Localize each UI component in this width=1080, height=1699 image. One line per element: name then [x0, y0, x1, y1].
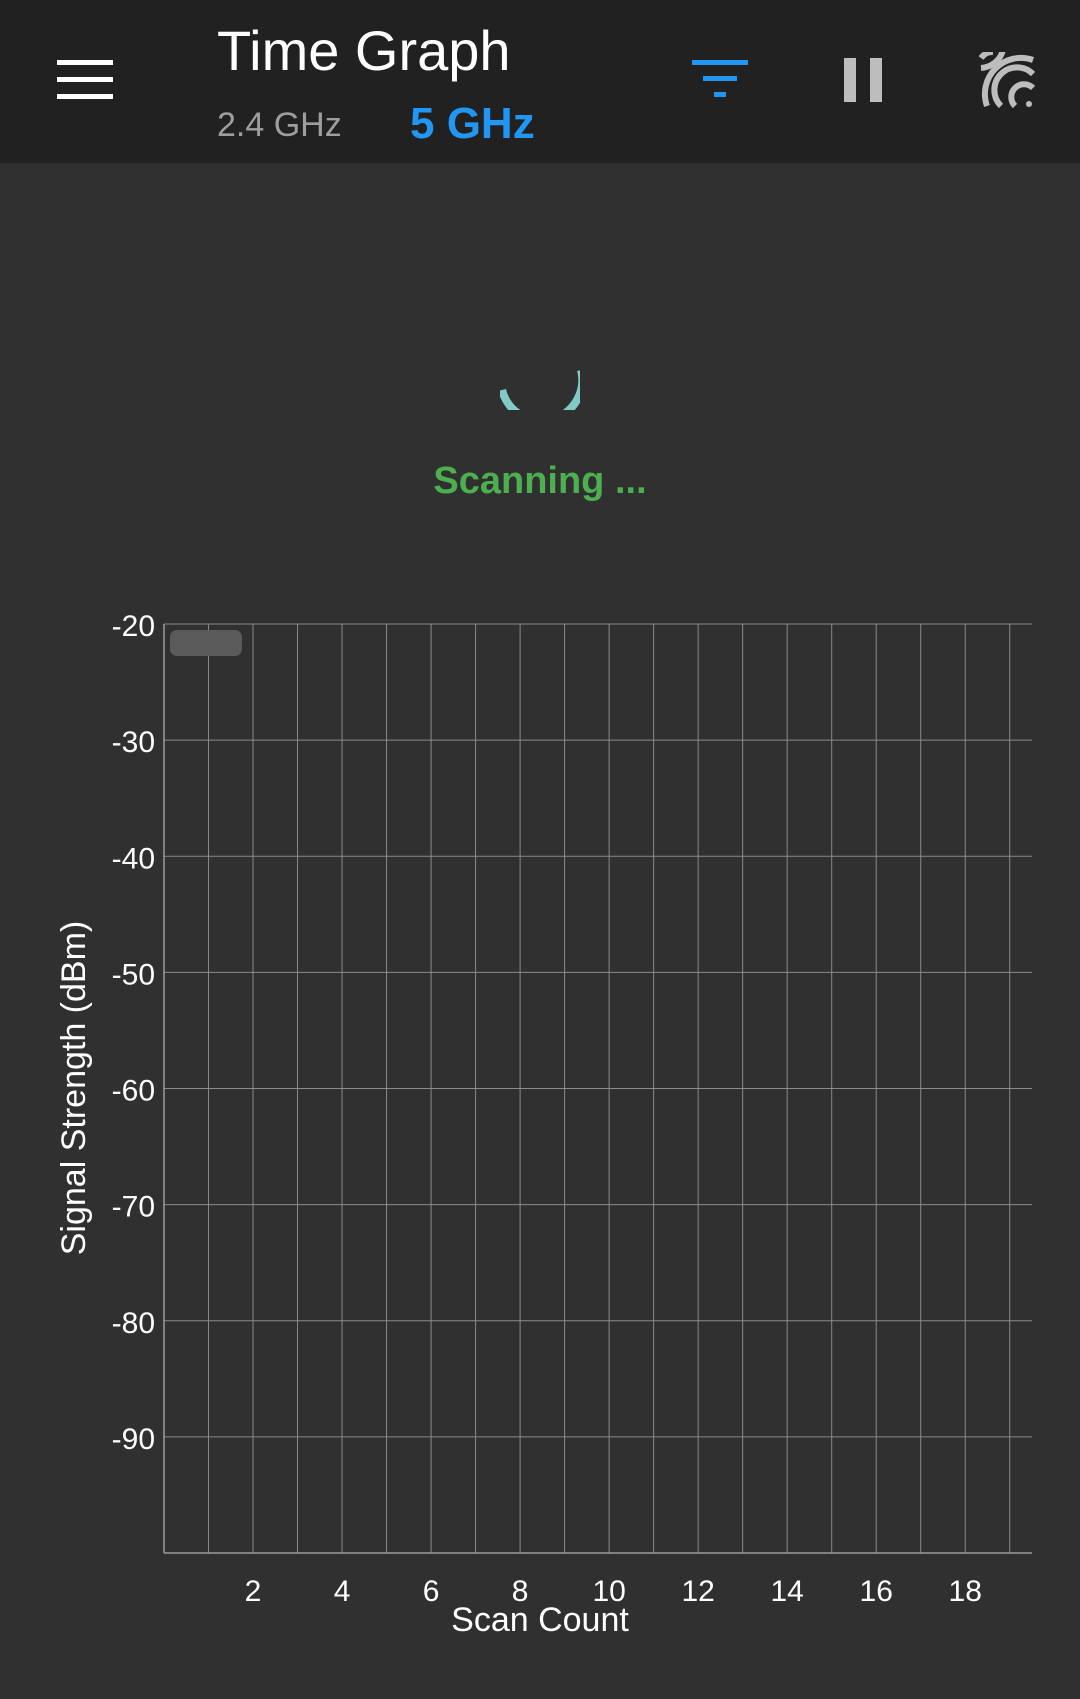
x-tick-label: 14	[770, 1575, 803, 1608]
filter-icon	[692, 60, 748, 97]
wifi-scan-button[interactable]	[962, 35, 1052, 125]
x-tick-label: 16	[860, 1575, 893, 1608]
y-axis-label: Signal Strength (dBm)	[55, 921, 93, 1256]
x-tick-label: 10	[592, 1575, 625, 1608]
wifi-scan-icon	[979, 52, 1035, 108]
y-tick-label: -30	[112, 726, 155, 759]
y-tick-label: -50	[112, 958, 155, 991]
x-tick-label: 8	[512, 1575, 529, 1608]
loading-spinner-icon	[500, 370, 580, 410]
x-tick-label: 6	[423, 1575, 440, 1608]
scanning-status: Scanning ...	[433, 460, 647, 502]
filter-button[interactable]	[675, 35, 765, 125]
x-tick-label: 4	[334, 1575, 351, 1608]
pause-icon	[844, 58, 882, 102]
y-tick-label: -70	[112, 1191, 155, 1224]
menu-icon	[57, 60, 113, 99]
x-axis-label: Scan Count	[451, 1601, 629, 1639]
x-tick-label: 2	[1046, 1575, 1063, 1608]
tab-2-4-ghz[interactable]: 2.4 GHz	[217, 106, 342, 144]
x-tick-label: 12	[681, 1575, 714, 1608]
y-tick-label: -40	[112, 842, 155, 875]
app-bar: Time Graph 2.4 GHz 5 GHz	[0, 0, 1080, 163]
y-tick-label: -20	[112, 610, 155, 643]
x-tick-label: 2	[245, 1575, 262, 1608]
tab-5-ghz[interactable]: 5 GHz	[410, 99, 535, 148]
page-title: Time Graph	[217, 19, 511, 82]
y-tick-label: -90	[112, 1423, 155, 1456]
y-tick-label: -60	[112, 1075, 155, 1108]
y-tick-label: -80	[112, 1307, 155, 1340]
pause-button[interactable]	[819, 35, 909, 125]
menu-button[interactable]	[40, 35, 130, 125]
legend-box	[170, 630, 242, 656]
x-tick-label: 18	[949, 1575, 982, 1608]
